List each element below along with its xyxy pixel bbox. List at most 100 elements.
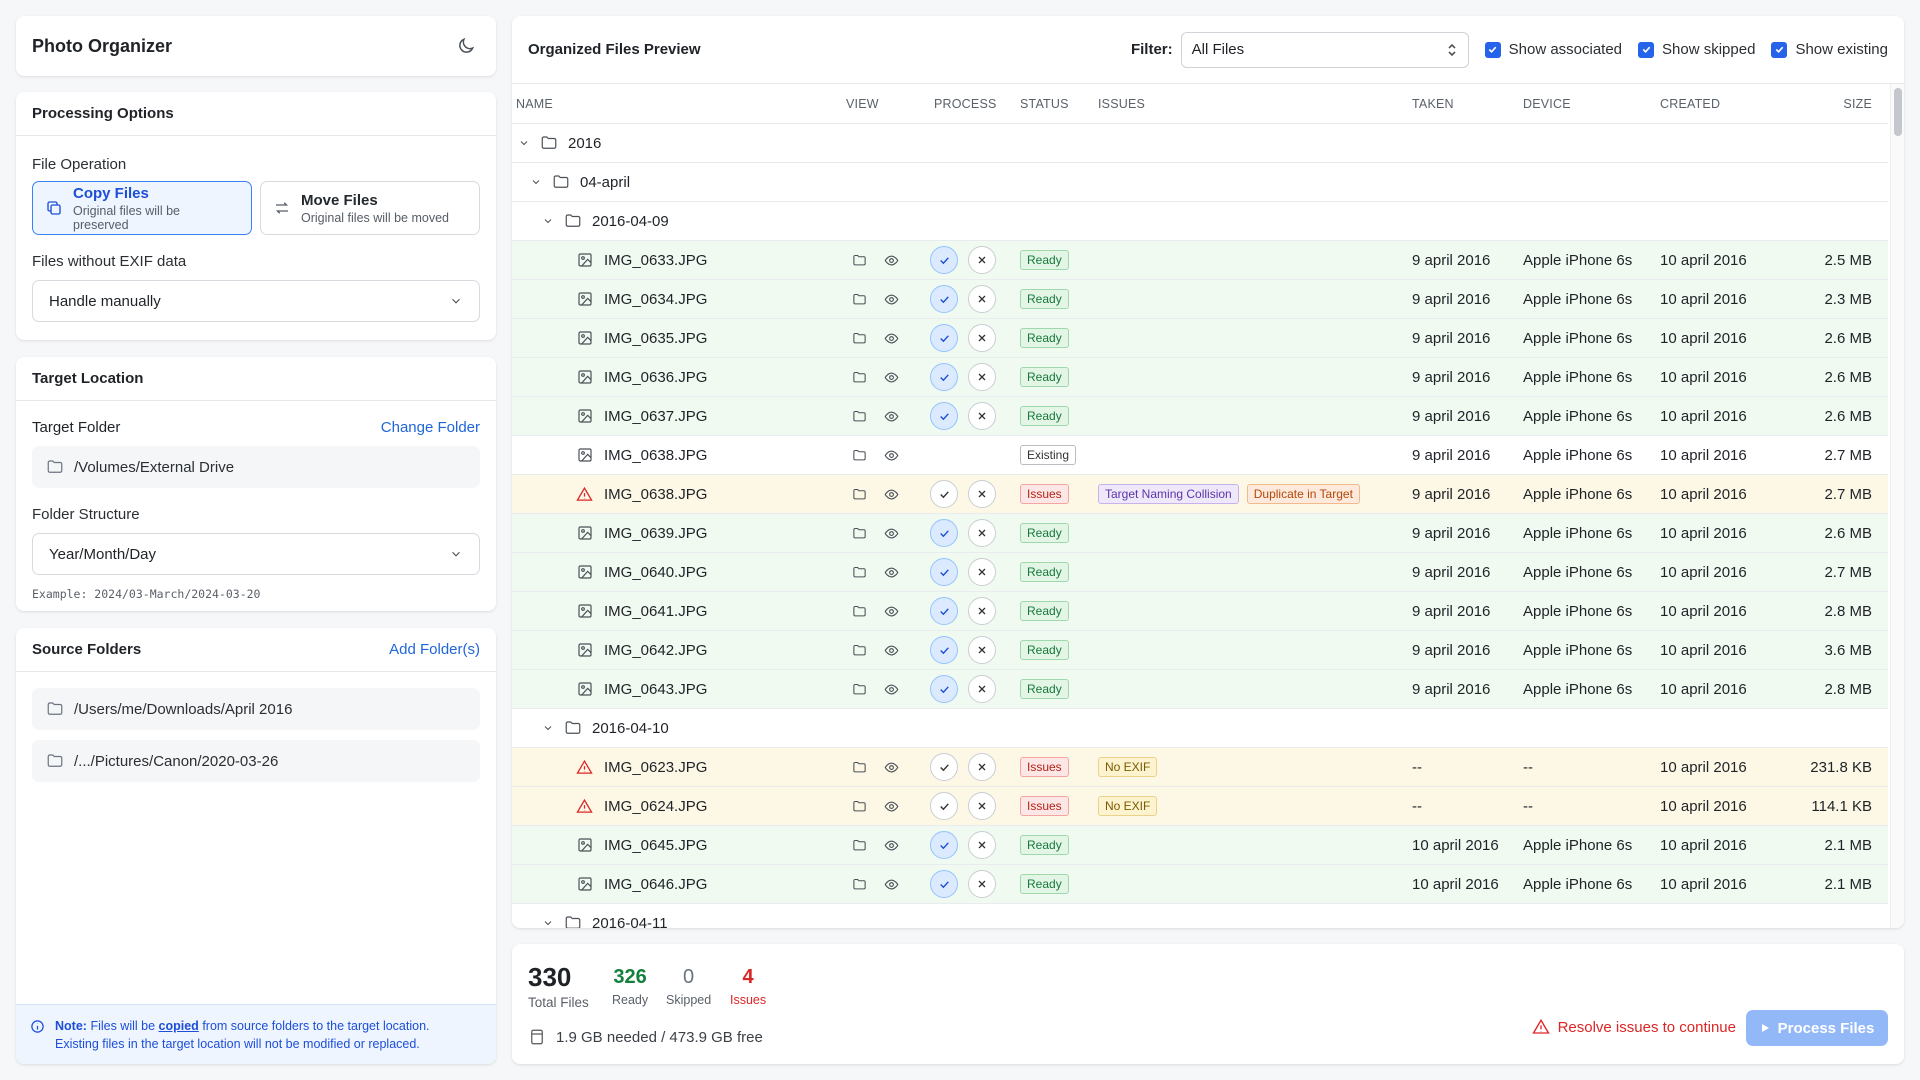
chevron-down-icon[interactable]: [540, 709, 556, 747]
open-folder-icon[interactable]: [852, 397, 867, 435]
open-folder-icon[interactable]: [852, 553, 867, 591]
file-row[interactable]: IMG_0639.JPG Ready 9 april 2016 Apple iP…: [512, 514, 1888, 553]
file-row[interactable]: IMG_0638.JPG Existing 9 april 2016 Apple…: [512, 436, 1888, 475]
eye-icon[interactable]: [884, 475, 899, 513]
chevron-down-icon[interactable]: [540, 202, 556, 240]
skip-button[interactable]: [968, 402, 996, 430]
col-status[interactable]: STATUS: [1020, 96, 1069, 111]
file-row[interactable]: IMG_0624.JPG Issues No EXIF -- -- 10 apr…: [512, 787, 1888, 826]
folder-row[interactable]: 2016-04-09: [512, 202, 1888, 241]
folder-row[interactable]: 04-april: [512, 163, 1888, 202]
col-device[interactable]: DEVICE: [1523, 96, 1571, 111]
folder-row[interactable]: 2016: [512, 124, 1888, 163]
approve-button[interactable]: [930, 480, 958, 508]
chevron-down-icon[interactable]: [540, 904, 556, 928]
open-folder-icon[interactable]: [852, 436, 867, 474]
eye-icon[interactable]: [884, 241, 899, 279]
eye-icon[interactable]: [884, 787, 899, 825]
file-row[interactable]: IMG_0623.JPG Issues No EXIF -- -- 10 apr…: [512, 748, 1888, 787]
approve-button[interactable]: [930, 246, 958, 274]
chevron-down-icon[interactable]: [528, 163, 544, 201]
approve-button[interactable]: [930, 285, 958, 313]
skip-button[interactable]: [968, 636, 996, 664]
file-row[interactable]: IMG_0636.JPG Ready 9 april 2016 Apple iP…: [512, 358, 1888, 397]
open-folder-icon[interactable]: [852, 631, 867, 669]
open-folder-icon[interactable]: [852, 787, 867, 825]
source-folder-item[interactable]: /.../Pictures/Canon/2020-03-26: [32, 740, 480, 782]
file-row[interactable]: IMG_0640.JPG Ready 9 april 2016 Apple iP…: [512, 553, 1888, 592]
approve-button[interactable]: [930, 870, 958, 898]
eye-icon[interactable]: [884, 358, 899, 396]
open-folder-icon[interactable]: [852, 475, 867, 513]
open-folder-icon[interactable]: [852, 748, 867, 786]
process-files-button[interactable]: Process Files: [1746, 1010, 1888, 1046]
open-folder-icon[interactable]: [852, 592, 867, 630]
skip-button[interactable]: [968, 519, 996, 547]
eye-icon[interactable]: [884, 748, 899, 786]
folder-structure-select[interactable]: Year/Month/Day: [32, 533, 480, 575]
filter-select[interactable]: All Files: [1180, 31, 1469, 68]
skip-button[interactable]: [968, 675, 996, 703]
file-row[interactable]: IMG_0646.JPG Ready 10 april 2016 Apple i…: [512, 865, 1888, 904]
eye-icon[interactable]: [884, 670, 899, 708]
chevron-down-icon[interactable]: [516, 124, 532, 162]
col-taken[interactable]: TAKEN: [1412, 96, 1454, 111]
file-row[interactable]: IMG_0634.JPG Ready 9 april 2016 Apple iP…: [512, 280, 1888, 319]
approve-button[interactable]: [930, 831, 958, 859]
folder-row[interactable]: 2016-04-11: [512, 904, 1888, 928]
col-size[interactable]: SIZE: [1843, 96, 1872, 111]
eye-icon[interactable]: [884, 826, 899, 864]
open-folder-icon[interactable]: [852, 514, 867, 552]
file-row[interactable]: IMG_0642.JPG Ready 9 april 2016 Apple iP…: [512, 631, 1888, 670]
skip-button[interactable]: [968, 792, 996, 820]
skip-button[interactable]: [968, 870, 996, 898]
approve-button[interactable]: [930, 597, 958, 625]
file-row[interactable]: IMG_0637.JPG Ready 9 april 2016 Apple iP…: [512, 397, 1888, 436]
skip-button[interactable]: [968, 831, 996, 859]
eye-icon[interactable]: [884, 631, 899, 669]
open-folder-icon[interactable]: [852, 670, 867, 708]
folder-row[interactable]: 2016-04-10: [512, 709, 1888, 748]
eye-icon[interactable]: [884, 319, 899, 357]
file-row[interactable]: IMG_0643.JPG Ready 9 april 2016 Apple iP…: [512, 670, 1888, 709]
file-row[interactable]: IMG_0635.JPG Ready 9 april 2016 Apple iP…: [512, 319, 1888, 358]
show-associated-checkbox[interactable]: Show associated: [1484, 41, 1622, 58]
open-folder-icon[interactable]: [852, 280, 867, 318]
approve-button[interactable]: [930, 753, 958, 781]
eye-icon[interactable]: [884, 397, 899, 435]
add-folders-link[interactable]: Add Folder(s): [389, 641, 480, 658]
open-folder-icon[interactable]: [852, 319, 867, 357]
copy-files-option[interactable]: Copy Files Original files will be preserv…: [32, 181, 252, 235]
open-folder-icon[interactable]: [852, 241, 867, 279]
skip-button[interactable]: [968, 246, 996, 274]
moon-icon[interactable]: [452, 32, 480, 60]
change-folder-link[interactable]: Change Folder: [380, 419, 480, 436]
skip-button[interactable]: [968, 363, 996, 391]
approve-button[interactable]: [930, 636, 958, 664]
open-folder-icon[interactable]: [852, 826, 867, 864]
approve-button[interactable]: [930, 519, 958, 547]
move-files-option[interactable]: Move Files Original files will be moved: [260, 181, 480, 235]
file-row[interactable]: IMG_0633.JPG Ready 9 april 2016 Apple iP…: [512, 241, 1888, 280]
approve-button[interactable]: [930, 402, 958, 430]
col-name[interactable]: NAME: [516, 96, 553, 111]
eye-icon[interactable]: [884, 865, 899, 903]
approve-button[interactable]: [930, 363, 958, 391]
open-folder-icon[interactable]: [852, 358, 867, 396]
table-scrollbar[interactable]: [1890, 84, 1904, 928]
approve-button[interactable]: [930, 558, 958, 586]
file-row[interactable]: IMG_0645.JPG Ready 10 april 2016 Apple i…: [512, 826, 1888, 865]
eye-icon[interactable]: [884, 280, 899, 318]
eye-icon[interactable]: [884, 553, 899, 591]
eye-icon[interactable]: [884, 514, 899, 552]
skip-button[interactable]: [968, 753, 996, 781]
approve-button[interactable]: [930, 675, 958, 703]
show-existing-checkbox[interactable]: Show existing: [1771, 41, 1888, 58]
open-folder-icon[interactable]: [852, 865, 867, 903]
approve-button[interactable]: [930, 324, 958, 352]
file-row[interactable]: IMG_0638.JPG Issues Target Naming Collis…: [512, 475, 1888, 514]
skip-button[interactable]: [968, 324, 996, 352]
exif-handling-select[interactable]: Handle manually: [32, 280, 480, 322]
eye-icon[interactable]: [884, 436, 899, 474]
skip-button[interactable]: [968, 597, 996, 625]
